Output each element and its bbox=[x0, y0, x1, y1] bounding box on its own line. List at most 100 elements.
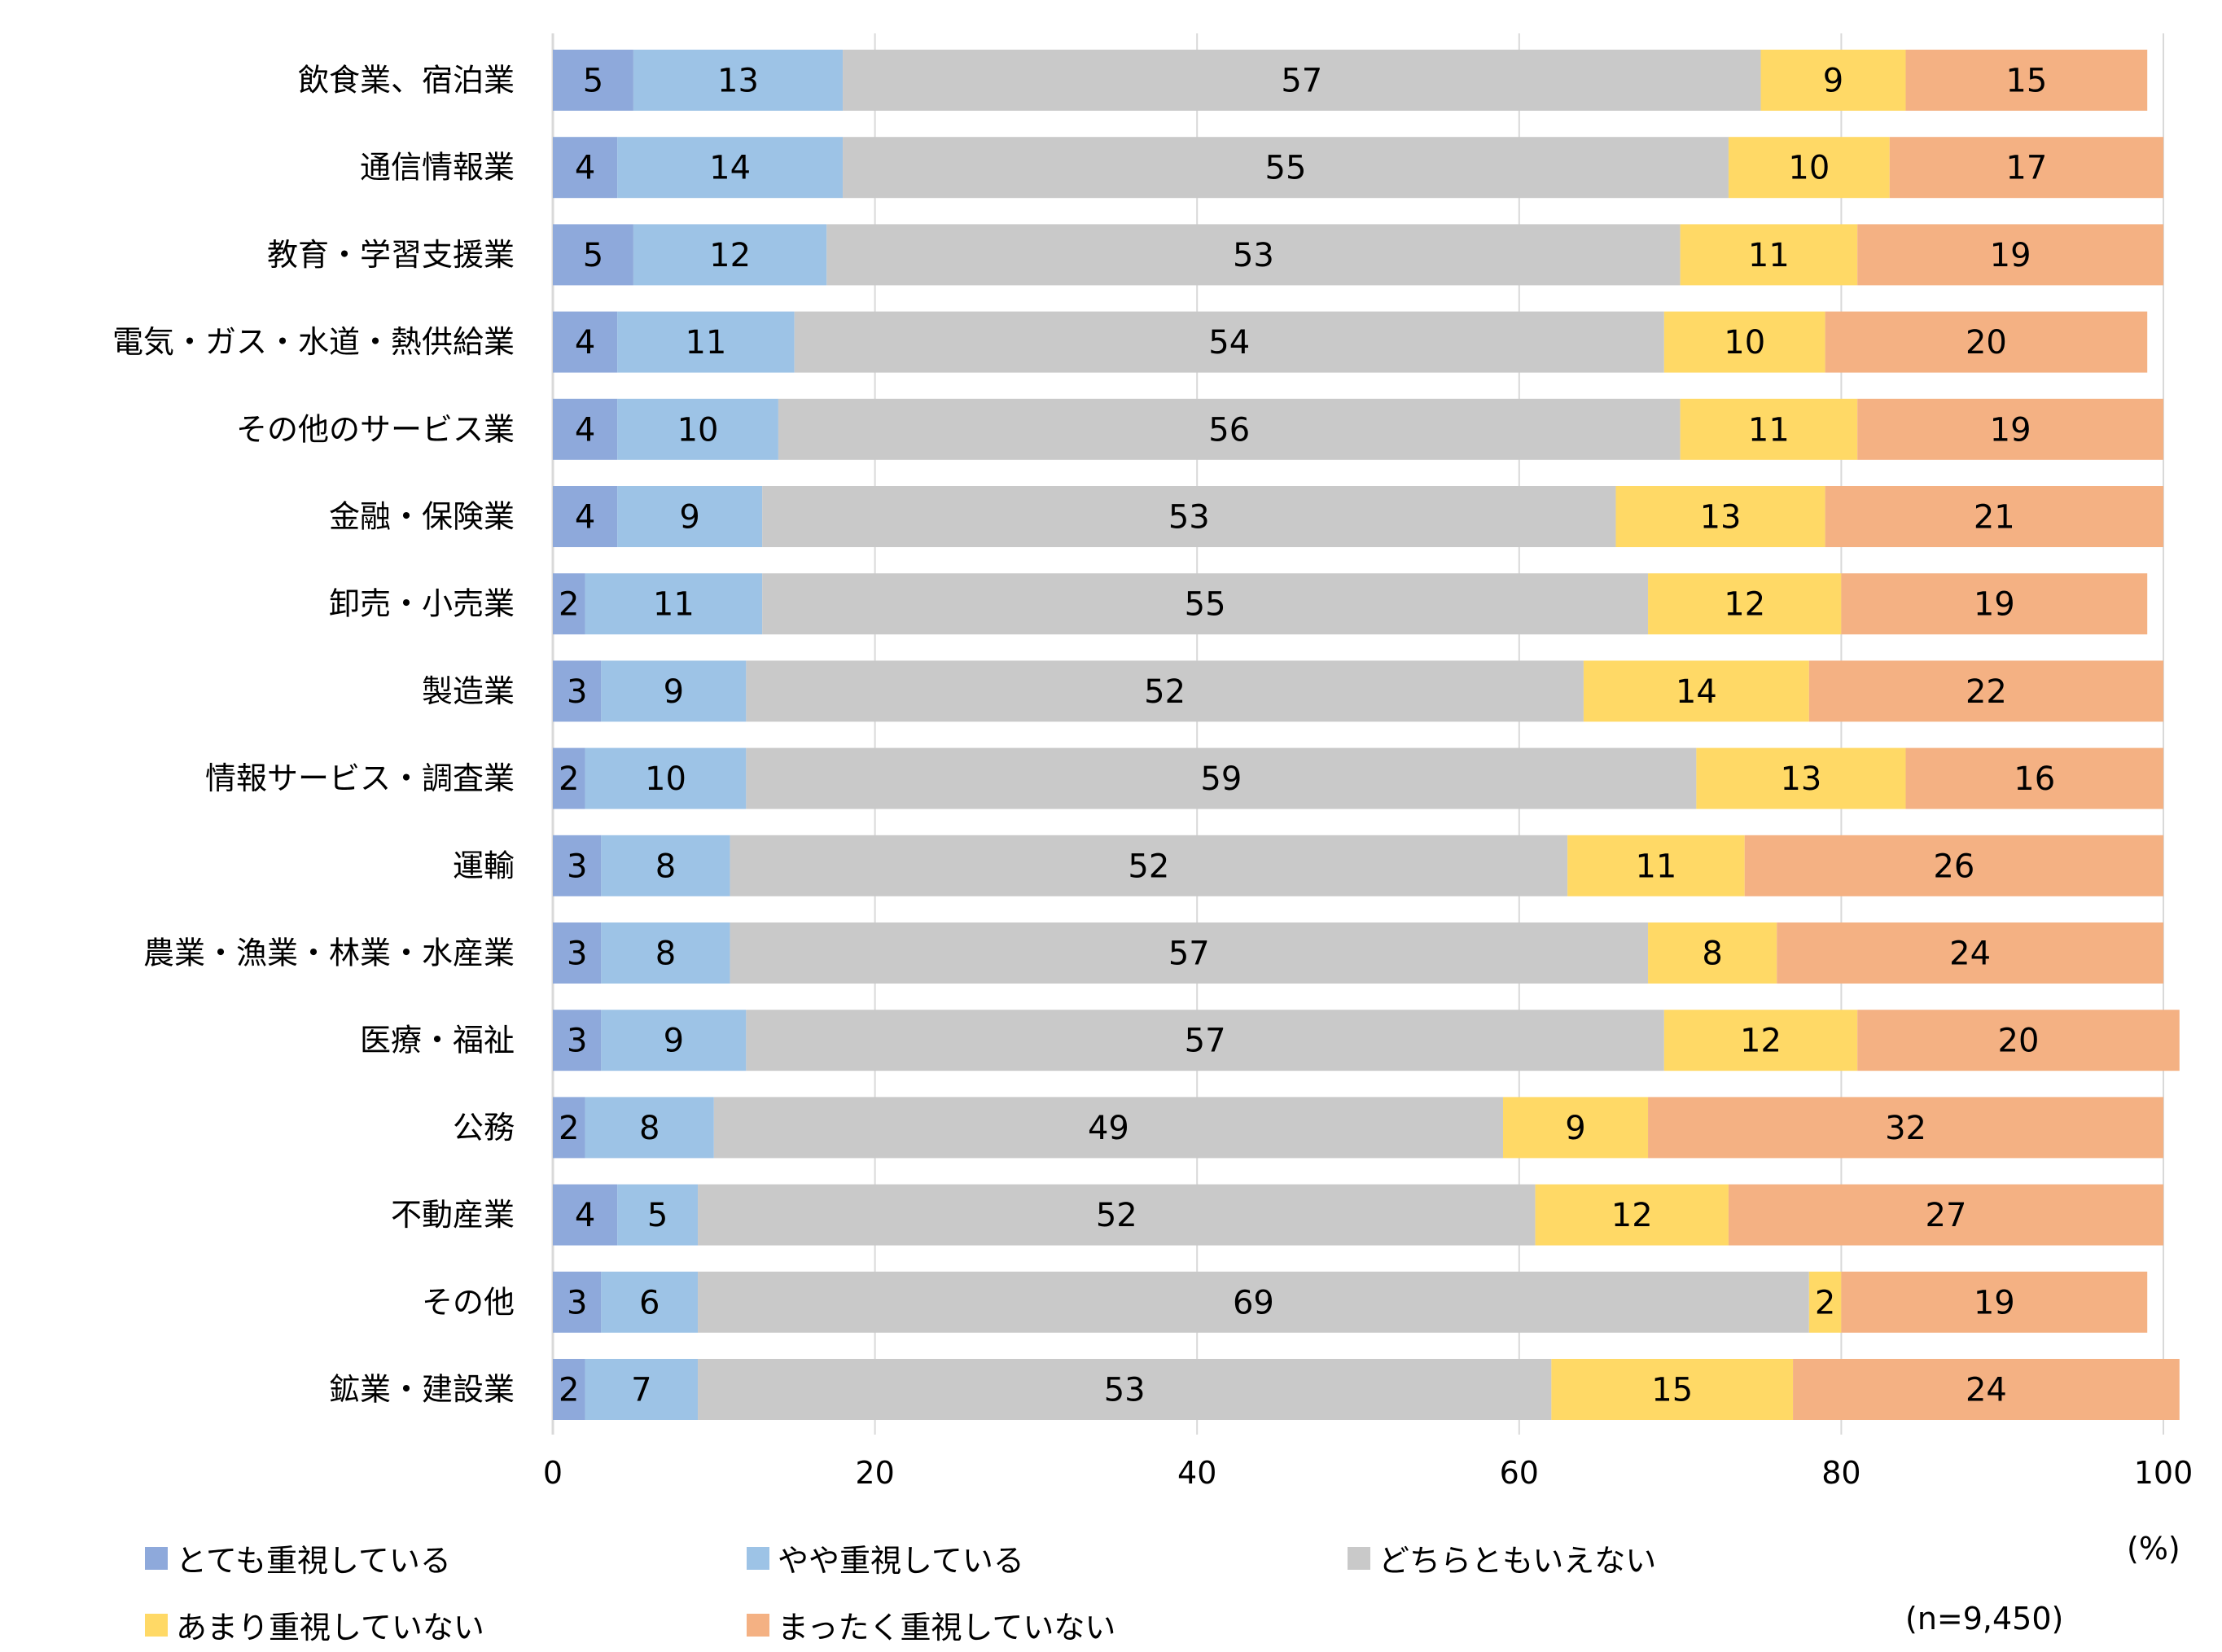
data-label: 16 bbox=[2014, 760, 2055, 798]
bar-segment bbox=[601, 1271, 699, 1333]
bar-segment bbox=[601, 835, 730, 896]
bar-segment bbox=[617, 311, 795, 373]
bar-segment bbox=[1680, 398, 1858, 460]
data-label: 59 bbox=[1200, 760, 1242, 798]
x-tick-label: 60 bbox=[1500, 1455, 1539, 1491]
data-label: 20 bbox=[1966, 324, 2007, 362]
value-labels: 5 13 57 9 154 14 55 10 175 12 53 11 194 11 54 10 204 10 56… bbox=[559, 63, 2055, 1409]
bar-segment bbox=[1535, 1184, 1729, 1246]
data-label: 19 bbox=[1974, 1284, 2015, 1321]
bar-segment bbox=[553, 660, 602, 722]
data-label: 53 bbox=[1104, 1372, 1146, 1409]
data-label: 27 bbox=[1926, 1197, 1967, 1234]
legend-label: とても重視している bbox=[176, 1543, 451, 1579]
bar-segment bbox=[553, 137, 618, 199]
bar-segment bbox=[1841, 573, 2148, 635]
bar-segment bbox=[553, 1359, 585, 1420]
sample-size-note: (n=9,450) bbox=[1905, 1601, 2064, 1637]
bar-segment bbox=[843, 137, 1729, 199]
bar-segment bbox=[1793, 1359, 2180, 1420]
data-label: 3 bbox=[567, 848, 587, 885]
bar-segment bbox=[1680, 224, 1858, 286]
category-label: 金融・保険業 bbox=[329, 499, 515, 535]
data-label: 24 bbox=[1949, 936, 1991, 973]
bar-segment bbox=[617, 486, 763, 547]
category-label: 教育・学習支援業 bbox=[267, 237, 515, 273]
bar-segment bbox=[1857, 224, 2163, 286]
bar-segment bbox=[1777, 922, 2163, 984]
data-label: 8 bbox=[655, 848, 676, 885]
bar-segment bbox=[553, 1097, 585, 1159]
data-label: 32 bbox=[1885, 1110, 1926, 1147]
bar-segment bbox=[730, 922, 1649, 984]
bar-segment bbox=[553, 835, 602, 896]
data-label: 19 bbox=[1990, 411, 2031, 449]
data-label: 10 bbox=[1788, 150, 1830, 187]
bar-segment bbox=[698, 1271, 1809, 1333]
bar-segment bbox=[1615, 486, 1825, 547]
bar-segment bbox=[1648, 922, 1777, 984]
bar-segment bbox=[1663, 311, 1825, 373]
data-label: 3 bbox=[567, 673, 587, 711]
data-label: 22 bbox=[1966, 673, 2007, 711]
bar-segment bbox=[746, 660, 1584, 722]
data-label: 3 bbox=[567, 936, 587, 973]
data-label: 11 bbox=[685, 324, 726, 362]
bar-segment bbox=[553, 922, 602, 984]
data-label: 17 bbox=[2005, 150, 2047, 187]
legend-swatch bbox=[1348, 1546, 1370, 1570]
category-label: 情報サービス・調査業 bbox=[205, 760, 515, 796]
category-label: その他のサービス業 bbox=[236, 411, 515, 447]
data-label: 10 bbox=[1724, 324, 1765, 362]
data-label: 69 bbox=[1233, 1284, 1274, 1321]
bar-segment bbox=[1841, 1271, 2148, 1333]
bars bbox=[553, 50, 2180, 1420]
data-label: 5 bbox=[647, 1197, 668, 1234]
data-label: 49 bbox=[1088, 1110, 1129, 1147]
data-label: 55 bbox=[1185, 586, 1226, 624]
bar-segment bbox=[843, 50, 1761, 111]
category-label: 製造業 bbox=[422, 673, 515, 709]
legend-swatch bbox=[747, 1546, 769, 1570]
legend-item-4: まったく重視していない bbox=[747, 1602, 1115, 1647]
category-label: 飲食業、宿泊業 bbox=[298, 63, 515, 99]
bar-segment bbox=[762, 486, 1616, 547]
bar-segment bbox=[585, 573, 763, 635]
bar-segment bbox=[794, 311, 1664, 373]
data-label: 15 bbox=[2005, 63, 2047, 100]
category-label: 不動産業 bbox=[391, 1197, 515, 1233]
data-label: 11 bbox=[1748, 411, 1790, 449]
bar-segment bbox=[553, 398, 618, 460]
category-labels: 飲食業、宿泊業通信情報業教育・学習支援業電気・ガス・水道・熱供給業その他のサービ… bbox=[112, 63, 515, 1408]
data-label: 52 bbox=[1096, 1197, 1137, 1234]
data-label: 15 bbox=[1651, 1372, 1693, 1409]
bar-segment bbox=[1728, 1184, 2163, 1246]
bar-segment bbox=[585, 1097, 714, 1159]
bar-segment bbox=[633, 224, 827, 286]
legend-item-1: やや重視している bbox=[747, 1536, 1024, 1580]
category-label: 鉱業・建設業 bbox=[329, 1372, 515, 1408]
bar-segment bbox=[553, 1271, 602, 1333]
bar-segment bbox=[1889, 137, 2163, 199]
data-label: 24 bbox=[1966, 1372, 2007, 1409]
bar-segment bbox=[553, 1010, 602, 1071]
bar-segment bbox=[553, 50, 633, 111]
bar-segment bbox=[1551, 1359, 1794, 1420]
bar-segment bbox=[1857, 398, 2163, 460]
x-tick-label: 20 bbox=[855, 1455, 894, 1491]
bar-segment bbox=[553, 224, 633, 286]
data-label: 19 bbox=[1990, 237, 2031, 274]
bar-segment bbox=[617, 398, 778, 460]
data-label: 21 bbox=[1974, 499, 2015, 537]
x-axis-ticks: 0 20 40 60 80 100 bbox=[543, 1455, 2193, 1491]
category-label: 農業・漁業・林業・水産業 bbox=[143, 936, 515, 971]
legend-label: どちらともいえない bbox=[1378, 1543, 1657, 1579]
data-label: 56 bbox=[1208, 411, 1250, 449]
data-label: 13 bbox=[1780, 760, 1821, 798]
bar-segment bbox=[1808, 1271, 1842, 1333]
data-label: 57 bbox=[1168, 936, 1210, 973]
bar-segment bbox=[553, 311, 618, 373]
bar-segment bbox=[1728, 137, 1890, 199]
data-label: 57 bbox=[1185, 1023, 1226, 1060]
bar-segment bbox=[617, 137, 844, 199]
